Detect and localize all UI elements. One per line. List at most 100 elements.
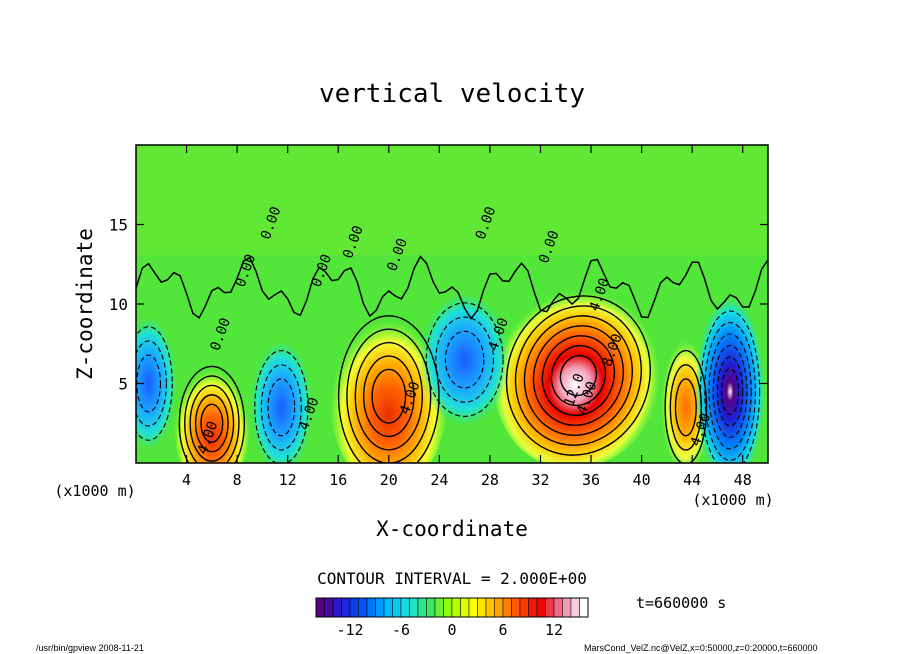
colorbar-cell: [477, 597, 487, 618]
y-axis-label: Z-coordinate: [73, 228, 97, 380]
colorbar-cell: [349, 597, 359, 618]
contour-ring: [523, 315, 634, 436]
contour-ring: [716, 356, 744, 427]
colorbar-cell: [383, 597, 393, 618]
colorbar-cell: [358, 597, 368, 618]
contour-ring: [704, 321, 756, 461]
x-tick-label: 4: [182, 471, 191, 489]
colorbar-cell: [426, 597, 436, 618]
colorbar-cell: [460, 597, 470, 618]
colorbar-tick-label: 6: [498, 621, 507, 639]
contour-ring: [425, 302, 504, 417]
contour-ring: [346, 328, 432, 463]
contour-ring: [505, 295, 651, 456]
y-tick-label: 15: [109, 216, 128, 235]
contour-ring: [362, 355, 415, 438]
colorbar-cell: [579, 597, 589, 618]
contour-ring: [708, 333, 752, 450]
colorbar-cell: [341, 597, 351, 618]
contour-ring: [721, 367, 740, 415]
colorbar-tick-label: -6: [392, 621, 410, 639]
contour-ring: [267, 378, 296, 437]
x-axis-label: X-coordinate: [376, 517, 528, 541]
x-axis-unit-left: (x1000 m): [54, 482, 135, 500]
colorbar-cell: [443, 597, 453, 618]
x-tick-label: 36: [582, 471, 600, 489]
colorbar-cell: [324, 597, 334, 618]
colorbar-cell: [536, 597, 546, 618]
contour-ring: [136, 326, 173, 441]
x-tick-label: 32: [531, 471, 549, 489]
field-feature-6: [695, 296, 765, 463]
contour-ring: [260, 364, 302, 451]
contour-ring: [712, 344, 748, 438]
colorbar-ticks: -12 -6 0 6 12: [336, 621, 563, 639]
contour-ring: [674, 378, 697, 437]
contour-ring: [532, 325, 625, 426]
x-tick-label: 12: [279, 471, 297, 489]
contour-ring: [669, 364, 703, 451]
contour-ring: [444, 330, 485, 389]
contour-ring: [550, 345, 607, 407]
x-tick-label: 48: [734, 471, 752, 489]
colorbar-cell: [409, 597, 419, 618]
contour-ring: [514, 305, 642, 446]
colorbar-cell: [375, 597, 385, 618]
colorbar-cell: [502, 597, 512, 618]
colorbar-frame: [315, 597, 589, 618]
x-tick-label: 16: [329, 471, 347, 489]
contour-ring: [559, 354, 598, 397]
contour-lines: [136, 255, 768, 463]
x-axis: 4 8 12 16 20 24 28 32 36 40 44 48: [182, 145, 752, 489]
contour-ring: [184, 375, 240, 463]
colorbar-cell: [545, 597, 555, 618]
colorbar: [315, 597, 589, 618]
colorbar-cell: [511, 597, 521, 618]
zero-contour: [136, 255, 768, 320]
colorbar-cell: [494, 597, 504, 618]
colorbar-tick-label: 0: [447, 621, 456, 639]
contour-ring: [354, 341, 423, 451]
colorbar-cell: [366, 597, 376, 618]
contour-ring: [194, 394, 229, 453]
x-tick-label: 8: [233, 471, 242, 489]
colorbar-cell: [553, 597, 563, 618]
colorbar-cell: [485, 597, 495, 618]
contour-ring: [371, 368, 407, 424]
contour-ring: [699, 310, 761, 463]
field-feature-0: [173, 356, 251, 463]
colorbar-cell: [392, 597, 402, 618]
x-tick-label: 24: [430, 471, 448, 489]
contour-ring: [189, 384, 235, 462]
field-feature-2: [493, 281, 663, 463]
contour-ring: [541, 335, 616, 417]
colorbar-cell: [528, 597, 538, 618]
plot-area: 0.000.000.000.000.000.000.000.004.004.00…: [136, 145, 768, 463]
contour-ring: [435, 316, 494, 403]
x-axis-unit-right: (x1000 m): [692, 491, 773, 509]
field-feature-5: [419, 292, 510, 427]
x-tick-label: 40: [633, 471, 651, 489]
contour-ring: [178, 365, 246, 463]
contour-ring: [254, 350, 309, 463]
contour-ring: [200, 403, 224, 443]
colorbar-cell: [400, 597, 410, 618]
colorbar-cell: [451, 597, 461, 618]
contour-interval: CONTOUR INTERVAL = 2.000E+00: [317, 569, 587, 588]
time-label: t=660000 s: [636, 594, 726, 612]
footer-right: MarsCond_VelZ.nc@VelZ,x=0:50000,z=0:2000…: [584, 643, 818, 653]
contour-ring: [136, 340, 167, 427]
x-tick-label: 44: [683, 471, 701, 489]
colorbar-cell: [434, 597, 444, 618]
x-tick-label: 28: [481, 471, 499, 489]
colorbar-cell: [468, 597, 478, 618]
colorbar-cell: [315, 597, 325, 618]
y-tick-label: 10: [109, 295, 128, 314]
colorbar-cell: [332, 597, 342, 618]
colorbar-tick-label: 12: [545, 621, 563, 639]
colorbar-cell: [562, 597, 572, 618]
field-feature-7: [136, 316, 177, 451]
chart-title: vertical velocity: [319, 79, 585, 109]
colorbar-tick-label: -12: [336, 621, 363, 639]
